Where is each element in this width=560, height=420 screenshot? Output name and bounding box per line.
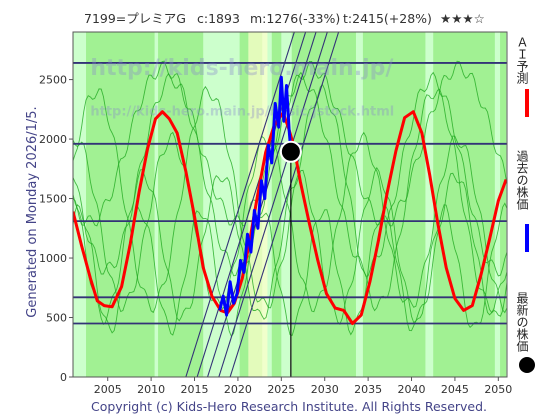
watermark-secondary: http://kids-hero.main.jp/basic/jstock.ht… <box>90 104 394 119</box>
legend-item: 最新の株価 <box>515 292 535 373</box>
trend-line <box>73 131 507 314</box>
y-tick-label: 1000 <box>39 252 67 265</box>
y-tick-label: 500 <box>46 312 67 325</box>
green-band <box>271 32 282 377</box>
channel-line <box>218 32 328 377</box>
green-band <box>158 32 204 377</box>
legend-swatch <box>519 357 535 373</box>
x-tick-label: 2005 <box>94 383 122 396</box>
header-min: m:1276(-33%) <box>250 11 340 26</box>
trend-line <box>73 166 507 326</box>
trend-lines <box>73 60 507 338</box>
current-price-marker <box>279 140 302 163</box>
header: 7199=プレミアG c:1893 m:1276(-33%) t:2415(+2… <box>84 11 485 26</box>
watermark: http://kids-hero.main.jp/ <box>90 56 394 81</box>
header-code-name: 7199=プレミアG <box>84 11 186 26</box>
green-band <box>86 32 155 377</box>
x-tick-label: 2040 <box>398 383 426 396</box>
legend-item: ＡＩ予測 <box>515 36 529 117</box>
channel-line <box>229 32 340 377</box>
highlight-band <box>248 32 268 377</box>
legend-label: 過去の株価 <box>515 150 529 210</box>
y-tick-label: 2000 <box>39 133 67 146</box>
y-axis-ticks: 0 500 1000 1500 2000 2500 <box>39 74 73 384</box>
x-tick-label: 2020 <box>224 383 252 396</box>
side-generated-text: Generated on Monday 2026/1/5. <box>25 106 40 317</box>
trend-line <box>73 202 507 338</box>
x-tick-label: 2010 <box>137 383 165 396</box>
green-band <box>362 32 426 377</box>
x-tick-label: 2050 <box>484 383 512 396</box>
legend-label: ＡＩ予測 <box>515 36 529 85</box>
channel-line <box>207 32 317 377</box>
series-line-history <box>218 75 293 317</box>
green-band <box>433 32 495 377</box>
x-tick-label: 2045 <box>441 383 469 396</box>
legend-item: 過去の株価 <box>515 150 529 252</box>
x-tick-label: 2015 <box>181 383 209 396</box>
legend-label: 最新の株価 <box>515 292 529 352</box>
header-target: t:2415(+28%) <box>343 11 432 26</box>
header-stars: ★★★☆ <box>440 11 485 26</box>
channel-lines <box>185 32 340 377</box>
x-axis-ticks: 2005 2010 2015 2020 2025 2030 2035 2040 2045 2050 <box>94 377 512 396</box>
copyright-text: Copyright (c) Kids-Hero Research Institu… <box>91 399 487 414</box>
trend-line <box>73 60 507 227</box>
plot-frame <box>72 31 508 378</box>
x-tick-label: 2025 <box>267 383 295 396</box>
x-tick-label: 2030 <box>311 383 339 396</box>
x-tick-label: 2035 <box>354 383 382 396</box>
plot-area: http://kids-hero.main.jp/ http://kids-he… <box>39 31 512 396</box>
series-group <box>73 75 507 325</box>
green-bands <box>86 32 507 377</box>
green-band <box>291 32 356 377</box>
channel-line <box>185 32 295 377</box>
y-tick-label: 2500 <box>39 74 67 87</box>
series-line-prediction <box>73 110 507 325</box>
green-band <box>500 32 507 377</box>
y-tick-label: 1500 <box>39 193 67 206</box>
trend-line <box>73 71 507 277</box>
header-current: c:1893 <box>197 11 240 26</box>
y-tick-label: 0 <box>60 371 67 384</box>
